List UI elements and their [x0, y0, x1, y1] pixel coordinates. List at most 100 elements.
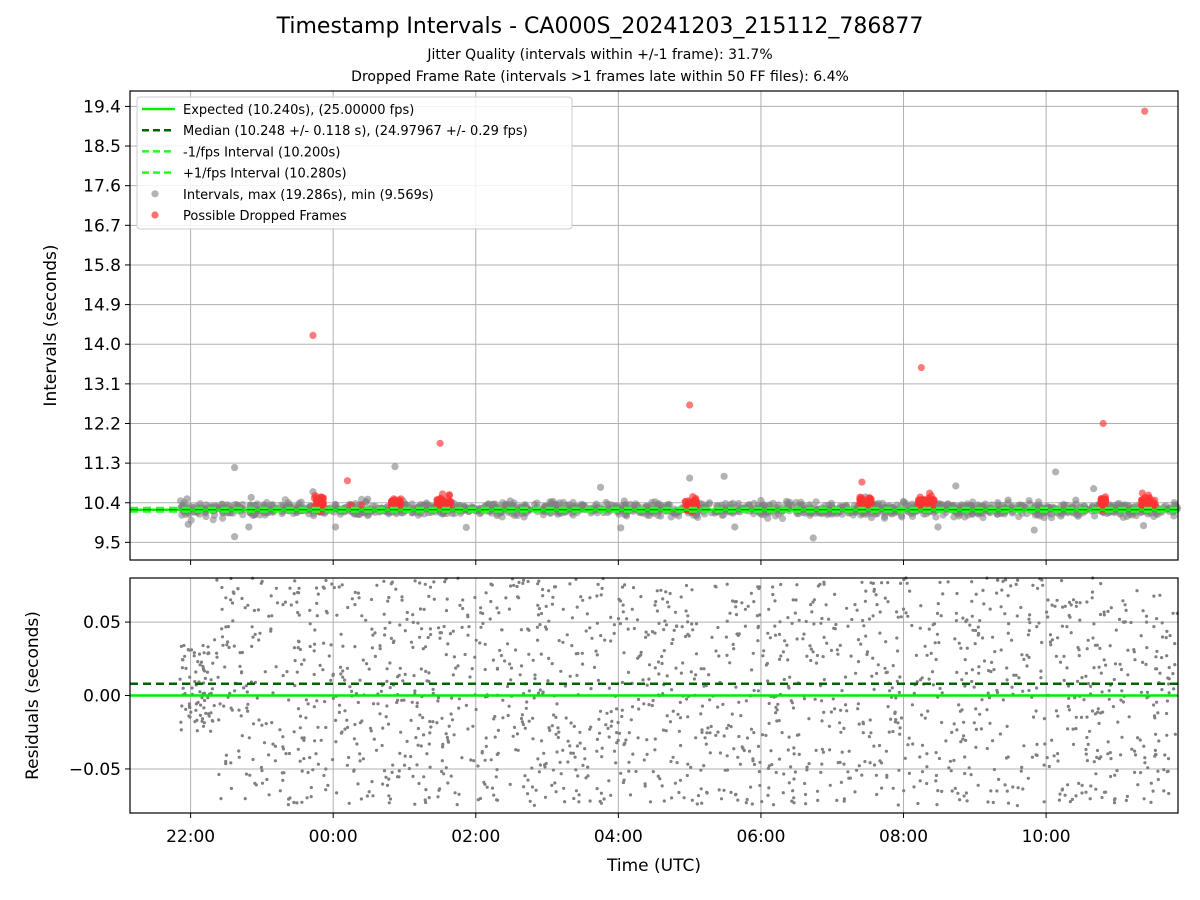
residual-point: [385, 704, 389, 708]
residual-point: [422, 775, 426, 779]
residual-point: [674, 666, 678, 670]
interval-point: [664, 500, 673, 508]
residual-point: [816, 798, 820, 803]
residual-point: [530, 785, 535, 789]
residual-point: [521, 722, 526, 727]
interval-point: [806, 511, 814, 519]
residual-point: [292, 730, 296, 734]
residual-point: [298, 647, 302, 652]
residual-point: [939, 614, 943, 618]
residual-point: [250, 644, 254, 649]
residual-point: [418, 607, 423, 611]
residual-point: [1097, 721, 1101, 726]
residual-point: [289, 603, 293, 607]
residual-point: [838, 760, 842, 765]
interval-point: [1091, 512, 1099, 520]
dropped-frame-point: [1101, 497, 1109, 505]
residual-point: [965, 618, 969, 622]
residual-point: [906, 614, 910, 618]
residual-point: [1133, 749, 1137, 753]
residual-point: [969, 773, 973, 777]
residual-point: [201, 643, 205, 648]
residual-point: [1040, 640, 1044, 645]
residual-point: [557, 730, 561, 734]
residual-point: [709, 724, 713, 729]
residual-point: [959, 646, 963, 650]
residual-point: [568, 744, 572, 748]
residual-point: [918, 779, 922, 783]
residual-point: [647, 703, 651, 707]
residual-point: [581, 598, 585, 602]
residual-point: [217, 718, 221, 722]
residual-point: [1095, 748, 1100, 753]
residual-point: [278, 728, 282, 732]
residual-point: [791, 598, 795, 602]
residual-point: [920, 743, 925, 747]
residual-point: [702, 667, 706, 671]
residual-point: [495, 666, 499, 671]
residual-point: [298, 714, 303, 718]
residual-point: [801, 637, 805, 641]
residual-point: [308, 756, 312, 760]
residual-point: [419, 744, 423, 748]
residual-point: [497, 611, 501, 615]
residual-point: [1156, 777, 1160, 782]
residual-point: [369, 729, 373, 733]
residual-point: [972, 721, 976, 725]
residual-point: [883, 596, 887, 600]
residual-point: [622, 651, 626, 655]
residual-point: [522, 785, 526, 789]
residual-point: [522, 578, 526, 582]
residual-point: [1066, 783, 1070, 787]
residual-point: [248, 773, 252, 777]
residual-point: [1086, 638, 1090, 642]
dropped-frame-point: [691, 494, 700, 502]
residual-point: [590, 636, 594, 640]
residual-point: [897, 690, 902, 695]
residual-point: [653, 666, 657, 670]
residual-point: [1093, 712, 1097, 716]
residual-point: [338, 665, 343, 669]
residual-point: [758, 760, 762, 764]
residual-point: [315, 601, 319, 606]
residual-point: [734, 600, 738, 604]
residual-point: [1158, 593, 1162, 597]
residual-point: [409, 640, 414, 644]
residual-point: [898, 732, 902, 736]
interval-point: [484, 500, 493, 508]
residual-point: [479, 625, 483, 629]
residual-point: [564, 716, 568, 720]
residual-point: [1084, 747, 1088, 752]
interval-point: [643, 511, 651, 519]
residual-point: [699, 667, 703, 671]
residual-point: [308, 608, 312, 613]
residual-point: [1104, 663, 1108, 667]
residual-point: [270, 721, 274, 725]
residual-point: [781, 791, 785, 795]
residual-point: [669, 759, 673, 764]
residual-point: [229, 786, 233, 791]
residual-point: [242, 686, 246, 690]
residual-point: [1107, 689, 1111, 693]
interval-point: [531, 500, 539, 508]
residual-point: [639, 653, 643, 657]
residual-point: [534, 788, 538, 792]
residual-point: [655, 609, 660, 613]
residual-point: [561, 748, 565, 752]
residual-point: [991, 739, 995, 743]
residual-point: [802, 632, 806, 636]
residual-point: [547, 589, 551, 593]
residual-point: [988, 607, 992, 611]
residual-point: [478, 641, 482, 645]
residual-point: [838, 721, 842, 725]
residual-point: [675, 761, 679, 765]
residual-point: [1097, 757, 1101, 761]
residual-point: [526, 792, 530, 796]
interval-outlier-point: [757, 496, 765, 505]
dropped-frame-point: [919, 495, 927, 503]
residual-point: [953, 637, 957, 641]
residual-point: [288, 586, 292, 590]
residual-point: [609, 639, 613, 643]
residual-point: [1145, 690, 1150, 695]
residual-point: [184, 666, 188, 671]
